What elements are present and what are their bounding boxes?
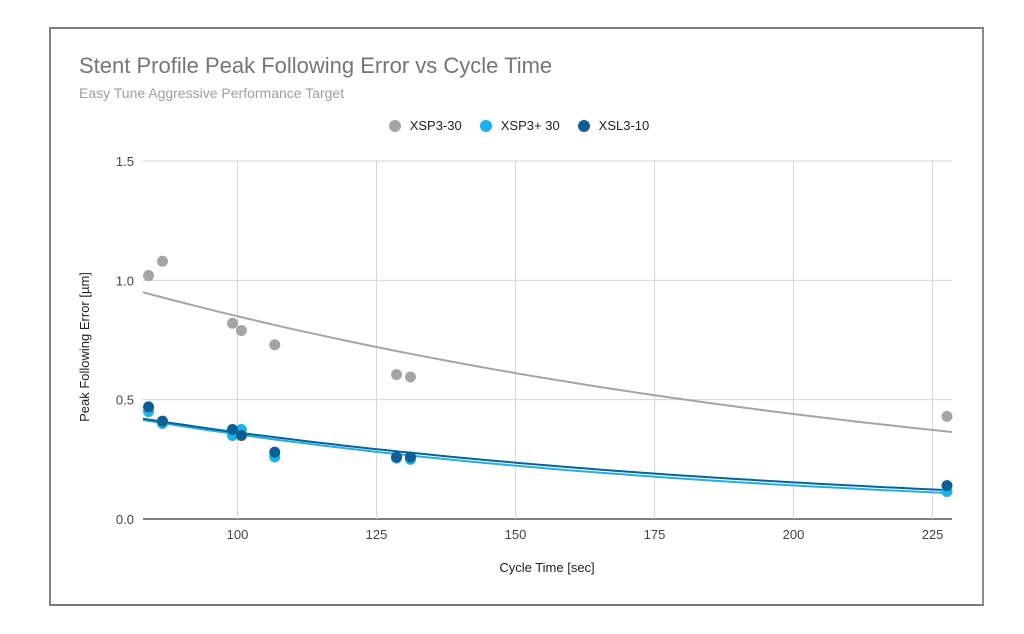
x-axis-title: Cycle Time [sec] [499, 560, 594, 575]
data-point-series-2 [143, 401, 155, 413]
legend-label: XSP3-30 [409, 118, 462, 133]
x-tick-label: 150 [505, 527, 527, 542]
trendline-0 [142, 291, 953, 433]
legend-marker-icon [479, 119, 492, 132]
legend-label: XSP3+ 30 [500, 118, 560, 133]
chart-title: Stent Profile Peak Following Error vs Cy… [79, 53, 553, 78]
x-tick-label: 125 [366, 527, 388, 542]
data-point-series-2 [391, 451, 403, 463]
legend-item-xsl3-10[interactable]: XSL3-10 [577, 118, 650, 133]
y-tick-label: 1.0 [116, 273, 134, 288]
x-tick-label: 225 [922, 527, 944, 542]
data-point-series-0 [227, 317, 239, 329]
data-point-series-0 [269, 339, 281, 351]
tick-labels: 0.0 0.5 1.0 1.5 100 125 150 175 200 225 [116, 154, 943, 542]
legend-item-xsp3-30[interactable]: XSP3-30 [388, 118, 462, 133]
data-point-series-0 [404, 371, 416, 383]
x-tick-label: 100 [227, 527, 249, 542]
chart-subtitle: Easy Tune Aggressive Performance Target [79, 85, 345, 101]
data-points [143, 255, 953, 498]
trendline-2 [142, 417, 953, 492]
data-point-series-0 [941, 410, 953, 422]
data-point-series-2 [941, 480, 953, 492]
trendline-1 [142, 419, 953, 495]
y-tick-label: 1.5 [116, 154, 134, 169]
data-point-series-2 [404, 451, 416, 463]
y-tick-label: 0.5 [116, 393, 134, 408]
gridlines [143, 160, 952, 520]
data-point-series-0 [156, 255, 168, 267]
legend-marker-icon [388, 119, 401, 132]
legend-label: XSL3-10 [598, 118, 650, 133]
legend: XSP3-30 XSP3+ 30 XSL3-10 [0, 118, 1024, 133]
data-point-series-2 [156, 415, 168, 427]
data-point-series-2 [227, 424, 239, 435]
data-point-series-2 [235, 429, 247, 441]
chart-frame [49, 27, 984, 606]
data-point-series-0 [235, 324, 247, 336]
y-tick-label: 0.0 [116, 512, 134, 527]
x-tick-label: 200 [783, 527, 805, 542]
x-tick-label: 175 [644, 527, 666, 542]
y-axis-title: Peak Following Error [µm] [77, 272, 92, 422]
data-point-series-0 [391, 369, 403, 381]
data-point-series-0 [143, 270, 155, 282]
trendlines [142, 291, 953, 495]
data-point-series-2 [269, 446, 281, 458]
legend-item-xsp3plus-30[interactable]: XSP3+ 30 [479, 118, 560, 133]
legend-marker-icon [577, 119, 590, 132]
